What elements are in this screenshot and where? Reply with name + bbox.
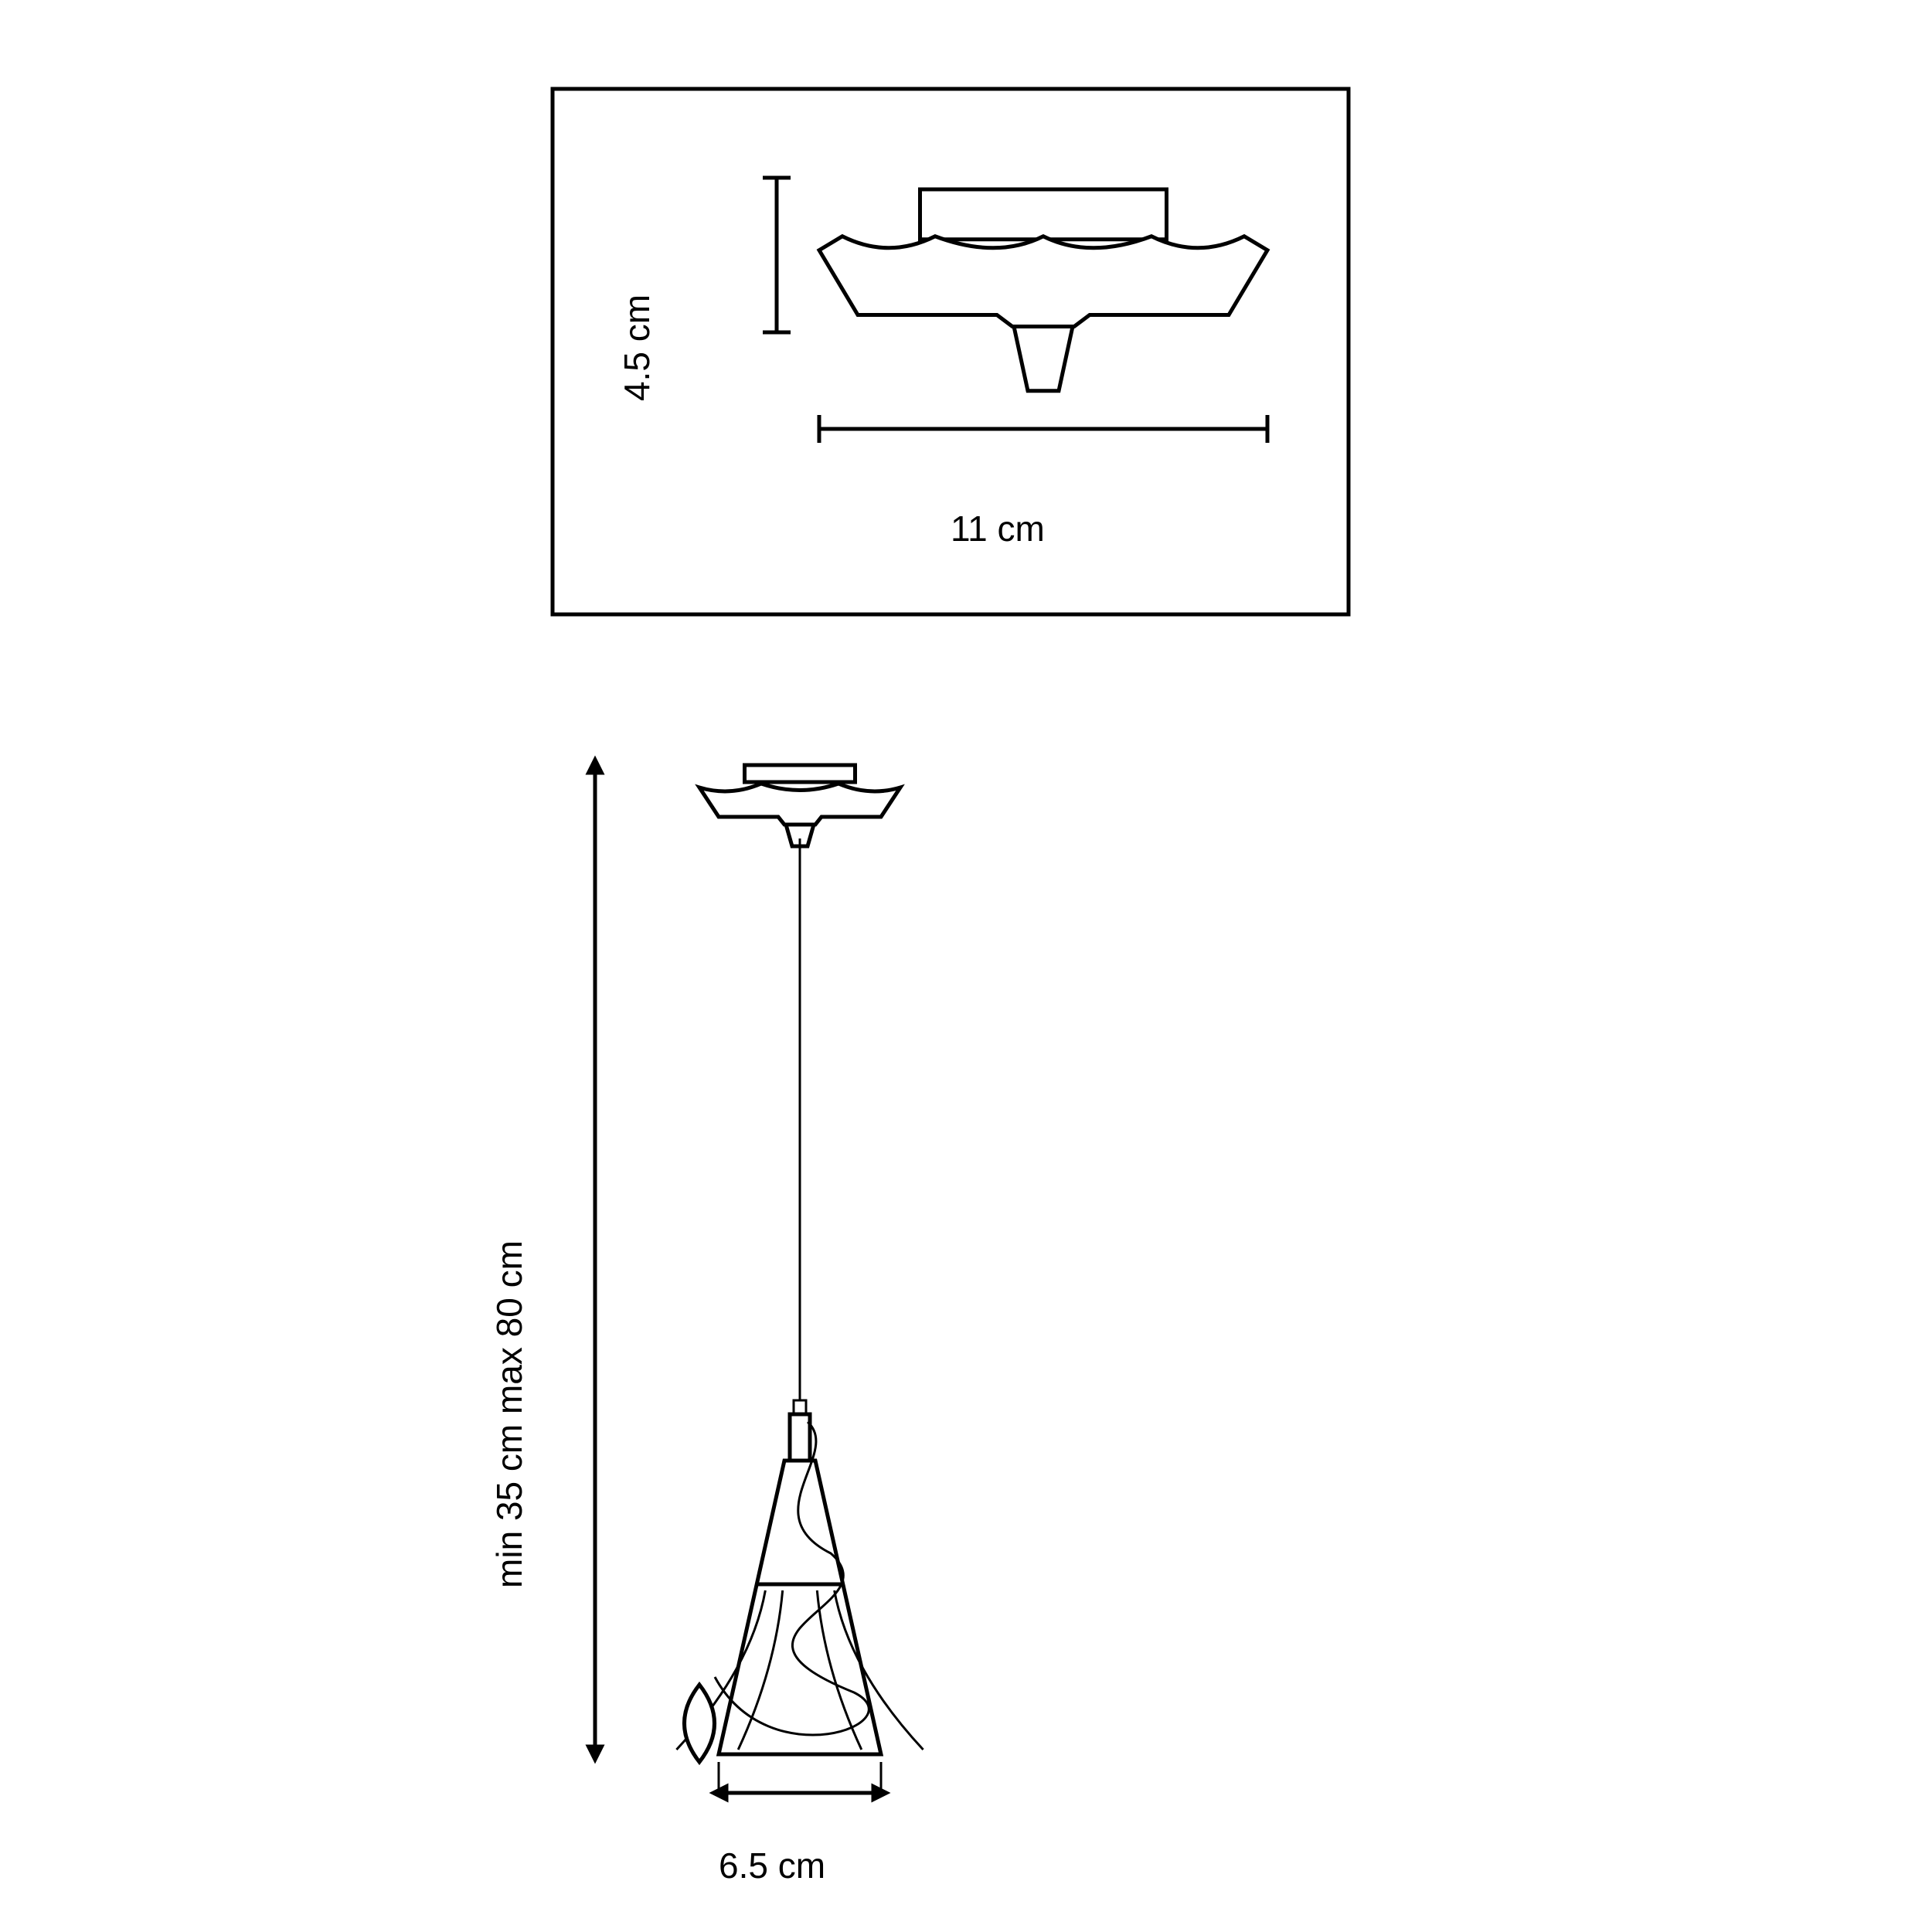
inset-canopy bbox=[819, 189, 1267, 391]
width-dimension-label: 6.5 cm bbox=[719, 1845, 825, 1886]
crystal-drop bbox=[685, 1685, 715, 1762]
pendant-fixture bbox=[676, 1400, 923, 1762]
height-dimension-label: min 35 cm max 80 cm bbox=[489, 1240, 529, 1588]
main-canopy bbox=[699, 765, 900, 846]
inset-width-label: 11 cm bbox=[951, 509, 1045, 549]
inset-height-label: 4.5 cm bbox=[617, 294, 657, 401]
